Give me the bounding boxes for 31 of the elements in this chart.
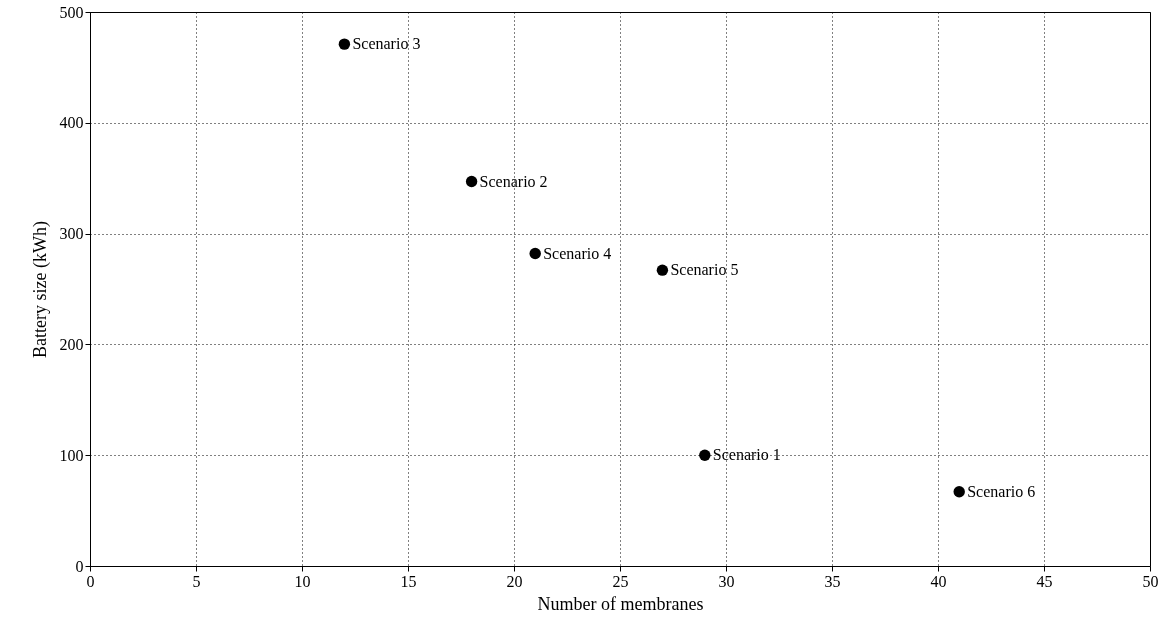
y-tick-label: 300 xyxy=(59,225,84,243)
y-tick-label: 200 xyxy=(59,335,84,353)
x-tick-label: 25 xyxy=(612,572,629,590)
y-axis-title: Battery size (kWh) xyxy=(29,221,51,358)
x-tick-label: 15 xyxy=(400,572,417,590)
y-tick-label: 0 xyxy=(75,557,84,575)
annotation: Scenario 1 xyxy=(712,446,781,464)
point xyxy=(699,449,711,461)
x-tick-label: 0 xyxy=(86,572,95,590)
point xyxy=(953,486,965,498)
y-tick-label: 500 xyxy=(59,3,84,21)
x-axis-title: Number of membranes xyxy=(537,593,704,614)
annotation: Scenario 5 xyxy=(670,261,739,279)
y-tick-label: 100 xyxy=(59,446,84,464)
x-tick-label: 20 xyxy=(506,572,523,590)
point xyxy=(529,247,541,260)
x-tick-label: 10 xyxy=(294,572,311,590)
x-tick-label: 5 xyxy=(192,572,201,590)
x-tick-label: 30 xyxy=(718,572,735,590)
x-tick-label: 35 xyxy=(824,572,841,590)
annotation: Scenario 3 xyxy=(352,35,421,53)
annotation: Scenario 2 xyxy=(479,172,548,190)
annotation: Scenario 4 xyxy=(543,244,612,262)
point xyxy=(465,175,478,188)
y-tick-label: 400 xyxy=(59,114,84,132)
point xyxy=(656,264,669,276)
annotation: Scenario 6 xyxy=(967,482,1036,500)
point xyxy=(338,38,351,50)
x-tick-label: 45 xyxy=(1036,572,1053,590)
x-tick-label: 40 xyxy=(930,572,947,590)
x-tick-label: 50 xyxy=(1142,572,1159,590)
